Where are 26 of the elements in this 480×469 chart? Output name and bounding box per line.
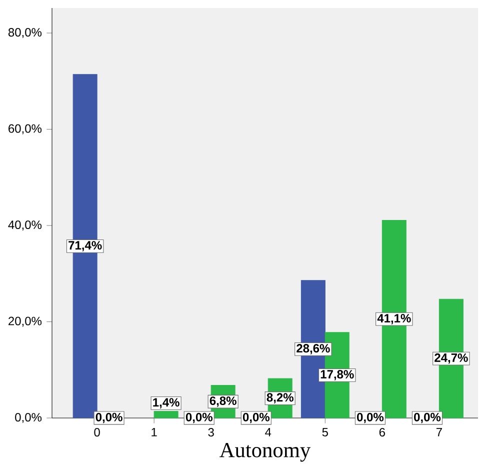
- data-label: 0,0%: [186, 412, 212, 424]
- x-tick-label: 6: [379, 428, 385, 437]
- y-tick-label: 80,0%: [8, 28, 42, 38]
- x-tick-label: 4: [265, 428, 272, 436]
- data-label: 8,2%: [266, 393, 294, 404]
- data-label: 0,0%: [357, 412, 384, 424]
- data-label: 0,0%: [414, 412, 441, 424]
- x-tick-label: 3: [208, 428, 214, 437]
- data-label: 0,0%: [242, 412, 270, 424]
- data-label: 17,8%: [320, 370, 354, 380]
- y-tick-label: 40,0%: [8, 220, 42, 230]
- x-tick-label: 5: [322, 428, 328, 436]
- x-tick-label: 7: [436, 428, 442, 436]
- data-label: 24,7%: [434, 353, 468, 364]
- data-label: 1,4%: [153, 398, 180, 408]
- y-tick-label: 0,0%: [15, 413, 42, 423]
- data-label: 6,8%: [210, 396, 236, 407]
- y-tick-label: 20,0%: [8, 316, 42, 327]
- x-tick-label: 0: [94, 428, 100, 437]
- x-axis-title: Autonomy: [220, 443, 311, 462]
- y-tick-label: 60,0%: [8, 124, 42, 134]
- data-label: 28,6%: [296, 344, 330, 354]
- data-label: 41,1%: [377, 314, 411, 324]
- x-tick-label: 1: [152, 428, 157, 436]
- data-label: 71,4%: [68, 241, 102, 252]
- data-label: 0,0%: [96, 412, 122, 424]
